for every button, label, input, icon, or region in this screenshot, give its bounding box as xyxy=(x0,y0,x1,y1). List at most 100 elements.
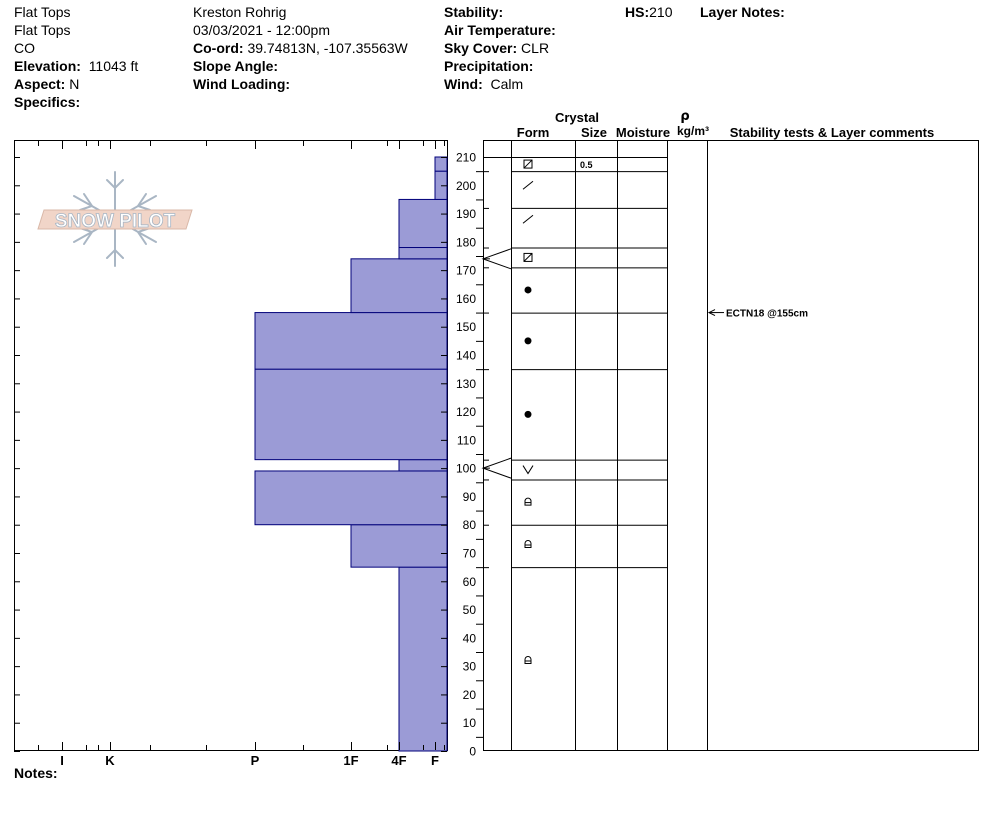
rounded-grain-dot xyxy=(524,337,532,345)
hs-value: 210 xyxy=(649,4,673,20)
depth-axis: 0 10 20 30 40 50 60 70 80 90 100 110 120 130 140 150 160… xyxy=(441,151,483,759)
snowpilot-logo: SNOW PILOT xyxy=(37,171,193,267)
depth-tick-label-0: 0 xyxy=(469,745,476,759)
form-symbol-rounded-faceted-9 xyxy=(524,540,532,549)
hardness-label-I: I xyxy=(60,753,64,768)
form-symbol-decomposing-1 xyxy=(522,180,534,190)
depth-tick-label-210: 210 xyxy=(456,151,476,165)
depth-tick-label-10: 10 xyxy=(463,716,477,730)
depth-tick-label-60: 60 xyxy=(463,575,477,589)
hardness-axis: I K P 1F 4F F xyxy=(38,141,445,768)
elevation-field: Elevation: 11043 ft xyxy=(14,57,138,75)
location-name: Flat Tops xyxy=(14,22,71,38)
observer-name: Kreston Rohrig xyxy=(193,4,287,20)
depth-tick-label-150: 150 xyxy=(456,320,476,334)
wind-loading-label: Wind Loading: xyxy=(193,76,291,92)
depth-tick-label-170: 170 xyxy=(456,264,476,278)
hs-label: HS: xyxy=(625,4,650,20)
form-symbol-rounded-4 xyxy=(524,286,532,294)
form-symbol-rounded-faceted-10 xyxy=(524,656,532,664)
sky-cover-label: Sky Cover: xyxy=(444,40,518,56)
coord-value: 39.74813N, -107.35563W xyxy=(247,40,408,56)
wind-field: Wind: Calm xyxy=(444,75,523,93)
stability-test-annotations: ECTN18 @155cm xyxy=(707,309,808,320)
decomposing-grain-slash xyxy=(522,214,534,224)
stability-label: Stability: xyxy=(444,4,504,20)
depth-tick-label-50: 50 xyxy=(463,603,477,617)
faceted-grain-square xyxy=(523,159,533,169)
hardness-bar-4 xyxy=(254,368,448,461)
hardness-bar-9 xyxy=(434,170,448,200)
form-symbol-decomposing-2 xyxy=(522,214,534,224)
hardness-bar-7 xyxy=(398,247,448,260)
elevation-label: Elevation: xyxy=(14,58,81,74)
depth-tick-label-20: 20 xyxy=(463,688,477,702)
aspect-label: Aspect: xyxy=(14,76,66,92)
hardness-bar-10 xyxy=(434,156,448,172)
hardness-label-4F: 4F xyxy=(391,753,406,768)
rounded-faceted-arch xyxy=(524,656,532,664)
form-symbol-depth-hoar-7 xyxy=(522,465,534,475)
stability-test-arrow-0 xyxy=(707,309,716,317)
depth-tick-label-130: 130 xyxy=(456,377,476,391)
hardness-bar-1 xyxy=(350,524,448,568)
coord-label: Co-ord: xyxy=(193,40,244,56)
depth-tick-label-70: 70 xyxy=(463,547,477,561)
depth-tick-label-30: 30 xyxy=(463,660,477,674)
state-name: CO xyxy=(14,40,35,56)
form-symbol-faceted-0: 0.5 xyxy=(523,159,593,170)
hardness-bar-2 xyxy=(254,470,448,526)
hardness-bar-3 xyxy=(398,459,448,472)
stability-comments-header: Stability tests & Layer comments xyxy=(730,125,934,140)
hardness-bar-6 xyxy=(350,258,448,314)
hardness-bar-5 xyxy=(254,312,448,370)
layer-notes-label: Layer Notes: xyxy=(700,4,785,20)
wind-label: Wind: xyxy=(444,76,483,92)
form-symbol-rounded-faceted-8 xyxy=(524,497,532,506)
wind-value: Calm xyxy=(490,76,524,92)
hardness-label-F: F xyxy=(431,753,439,768)
precipitation-label: Precipitation: xyxy=(444,58,534,74)
grain-form-symbols: 0.5 xyxy=(522,159,593,664)
form-symbol-faceted-3 xyxy=(523,252,533,262)
coord-field: Co-ord: 39.74813N, -107.35563W xyxy=(193,39,408,57)
form-header: Form xyxy=(517,125,550,140)
rounded-faceted-arch xyxy=(524,540,532,549)
interface-markers xyxy=(481,248,512,479)
depth-tick-label-80: 80 xyxy=(463,518,477,532)
layer-table-frame xyxy=(483,140,979,751)
depth-tick-label-100: 100 xyxy=(456,462,476,476)
rounded-faceted-arch xyxy=(524,497,532,506)
rho-header: ρ xyxy=(680,109,689,124)
hs-field: HS:210 xyxy=(625,3,672,21)
hardness-label-P: P xyxy=(251,753,260,768)
rounded-grain-dot xyxy=(524,410,532,418)
left-axis-ticks xyxy=(14,157,20,752)
hardness-bar-8 xyxy=(398,198,448,249)
rounded-grain-dot xyxy=(524,286,532,294)
hardness-label-K: K xyxy=(105,753,115,768)
depth-tick-label-120: 120 xyxy=(456,405,476,419)
hardness-bar-0 xyxy=(398,566,448,752)
size-header: Size xyxy=(581,125,607,140)
range-name: Flat Tops xyxy=(14,4,71,20)
faceted-grain-slash xyxy=(523,159,533,169)
elevation-value: 11043 ft xyxy=(88,58,139,74)
depth-tick-label-90: 90 xyxy=(463,490,477,504)
sky-cover-field: Sky Cover: CLR xyxy=(444,39,549,57)
depth-tick-label-180: 180 xyxy=(456,235,476,249)
notes-label: Notes: xyxy=(14,765,58,781)
moisture-header: Moisture xyxy=(616,125,670,140)
density-unit-header: kg/m³ xyxy=(677,124,709,138)
hardness-label-1F: 1F xyxy=(343,753,358,768)
decomposing-grain-slash xyxy=(522,180,534,190)
air-temperature-label: Air Temperature: xyxy=(444,22,556,38)
sky-cover-value: CLR xyxy=(521,40,550,56)
stability-test-label-0: ECTN18 @155cm xyxy=(726,309,808,320)
depth-tick-label-40: 40 xyxy=(463,631,477,645)
grain-size-label: 0.5 xyxy=(580,160,593,170)
depth-hoar-vee xyxy=(522,465,534,475)
specifics-label: Specifics: xyxy=(14,94,81,110)
layer-row-lines xyxy=(483,157,667,569)
